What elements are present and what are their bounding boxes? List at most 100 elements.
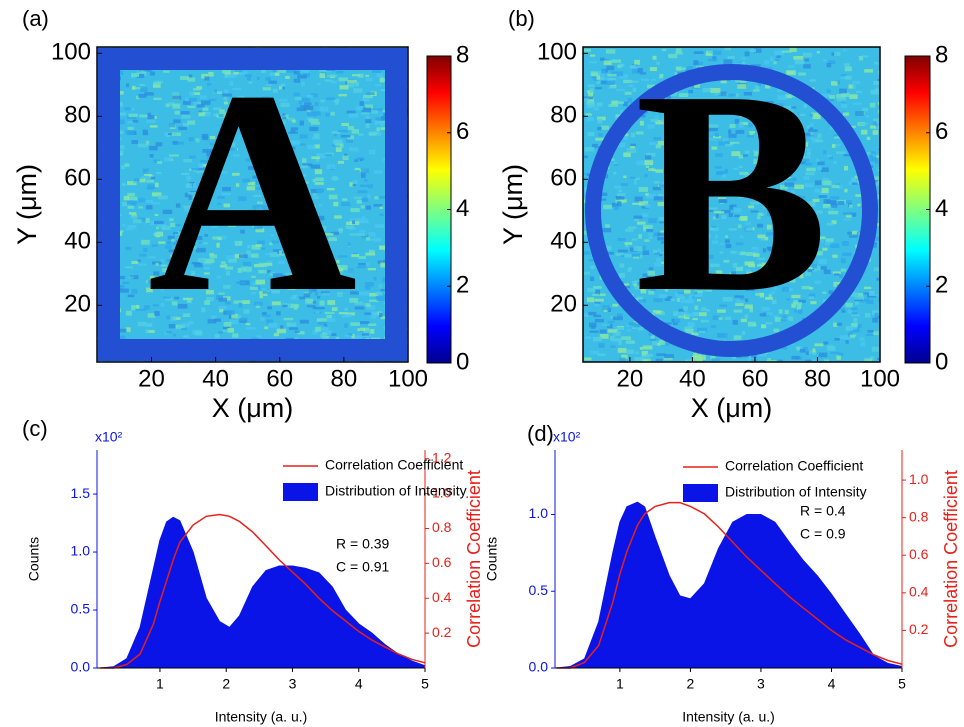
texture <box>274 138 282 143</box>
texture <box>347 135 354 140</box>
texture <box>165 103 170 108</box>
texture <box>745 287 755 292</box>
texture <box>127 192 135 197</box>
texture <box>625 342 634 345</box>
texture <box>725 143 733 147</box>
texture <box>220 149 226 154</box>
texture <box>623 175 627 179</box>
texture <box>346 221 355 226</box>
texture <box>831 81 838 86</box>
texture <box>136 308 146 311</box>
texture <box>845 75 852 80</box>
texture <box>366 303 371 307</box>
texture <box>298 243 307 247</box>
texture <box>766 232 777 236</box>
texture <box>131 73 140 77</box>
texture <box>607 320 615 323</box>
texture <box>649 142 657 145</box>
texture <box>255 244 262 247</box>
texture <box>603 173 609 179</box>
panel-label: (b) <box>508 6 535 31</box>
texture <box>735 78 745 83</box>
texture <box>326 318 336 322</box>
texture <box>799 273 804 279</box>
texture <box>341 134 351 138</box>
texture <box>301 158 307 163</box>
texture <box>290 127 299 131</box>
texture <box>620 183 629 186</box>
y-tick-label: 40 <box>550 228 577 255</box>
texture <box>150 176 156 180</box>
texture <box>826 89 831 94</box>
texture <box>151 202 161 205</box>
texture <box>725 235 729 239</box>
texture <box>316 82 321 86</box>
texture <box>678 230 682 235</box>
texture <box>149 145 158 151</box>
texture <box>793 56 804 60</box>
texture <box>778 319 787 322</box>
texture <box>724 168 729 174</box>
texture <box>593 314 602 318</box>
x-tick-label: 20 <box>617 365 644 392</box>
texture <box>659 110 666 114</box>
texture <box>594 289 600 295</box>
texture <box>678 308 685 313</box>
texture <box>146 119 156 124</box>
texture <box>371 110 378 114</box>
texture <box>263 291 268 297</box>
x-axis-label: X (μm) <box>212 393 294 423</box>
texture <box>644 239 650 242</box>
texture <box>326 164 336 170</box>
texture <box>830 125 835 131</box>
texture <box>716 187 721 193</box>
texture <box>657 237 665 241</box>
texture <box>147 112 152 116</box>
texture <box>186 239 193 242</box>
texture <box>296 107 306 112</box>
y-axis-label: Y (μm) <box>12 164 42 245</box>
texture <box>685 328 694 334</box>
texture <box>872 317 879 323</box>
y2-tick-label: 0.2 <box>432 624 452 640</box>
texture <box>248 81 253 84</box>
texture <box>709 227 719 231</box>
texture <box>337 268 344 272</box>
texture <box>693 352 701 357</box>
texture <box>275 282 281 287</box>
texture <box>336 70 344 74</box>
texture <box>364 312 372 315</box>
texture <box>794 197 798 203</box>
texture <box>128 196 138 201</box>
texture <box>127 294 135 298</box>
texture <box>718 141 729 146</box>
texture <box>815 229 819 232</box>
texture <box>599 293 606 296</box>
texture <box>849 327 860 333</box>
texture <box>729 124 736 129</box>
texture <box>700 253 704 257</box>
texture <box>811 359 817 362</box>
texture <box>136 95 140 100</box>
texture <box>131 75 136 79</box>
texture <box>349 233 358 236</box>
texture <box>287 117 295 121</box>
texture <box>279 234 288 238</box>
texture <box>589 330 599 333</box>
texture <box>291 119 296 123</box>
texture <box>790 190 796 194</box>
texture <box>171 92 180 95</box>
texture <box>164 132 170 136</box>
texture <box>268 80 277 84</box>
texture <box>870 356 875 361</box>
texture <box>379 77 385 83</box>
texture <box>125 310 132 316</box>
texture <box>117 130 124 135</box>
texture <box>873 267 880 272</box>
texture <box>154 310 160 316</box>
texture <box>687 211 695 215</box>
texture <box>765 84 771 89</box>
texture <box>218 221 223 225</box>
texture <box>262 96 270 101</box>
texture <box>720 80 727 84</box>
